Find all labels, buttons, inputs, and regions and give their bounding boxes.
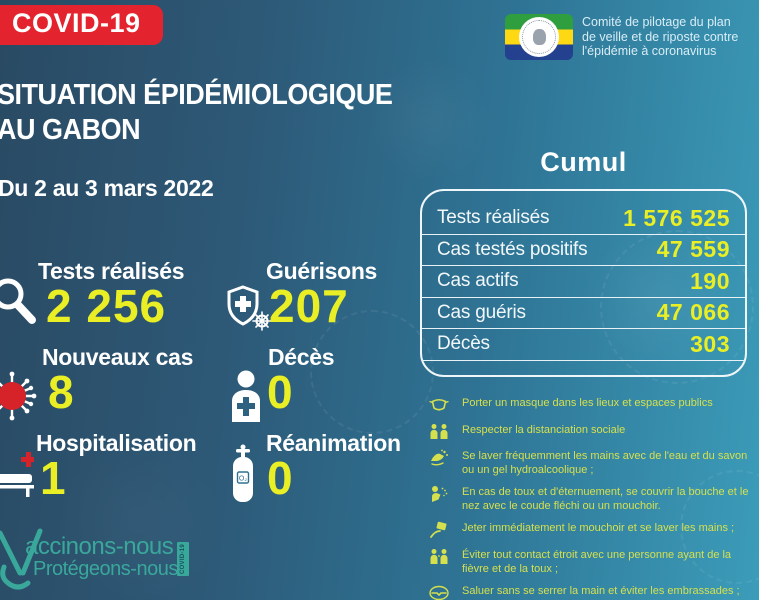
svg-text:O₂: O₂ — [239, 476, 247, 483]
hand-wash-icon — [431, 449, 448, 466]
person-cross-icon — [228, 370, 264, 427]
cumul-title: Cumul — [540, 147, 627, 177]
avoid-contact-icon — [430, 548, 448, 564]
cumul-value: 47 559 — [656, 236, 730, 263]
stat-label-reanimation: Réanimation — [266, 430, 401, 456]
stat-label-tests: Tests réalisés — [38, 258, 185, 284]
recommendation-text: Saluer sans se serrer la main et éviter … — [462, 584, 740, 597]
stat-value-reanimation: 0 — [267, 452, 294, 504]
stat-label-hospitalisation: Hospitalisation — [36, 430, 197, 456]
recommendations-list: Porter un masque dans les lieux et espac… — [429, 396, 759, 600]
cumul-label: Tests réalisés — [437, 207, 550, 229]
cumul-label: Cas testés positifs — [437, 238, 588, 260]
stat-value-nouveaux-cas: 8 — [48, 366, 75, 418]
cumul-row-tests: Tests réalisés 1 576 525 — [422, 203, 745, 235]
stat-value-hospitalisation: 1 — [40, 452, 67, 504]
tissue-icon — [430, 521, 447, 539]
virus-icon — [0, 368, 40, 429]
recommendation-text: Éviter tout contact étroit avec une pers… — [462, 548, 732, 575]
virus-watermark — [600, 230, 754, 384]
mask-icon — [429, 398, 449, 411]
gabon-emblem-icon — [519, 17, 559, 57]
list-item: Saluer sans se serrer la main et éviter … — [429, 584, 759, 600]
victory-hand-icon — [0, 527, 70, 600]
cumul-row-gueris: Cas guéris 47 066 — [422, 298, 745, 329]
campaign-covid-tag-label: COVID-19 — [180, 543, 186, 575]
cumul-value: 47 066 — [656, 299, 730, 326]
stat-label-nouveaux-cas: Nouveaux cas — [42, 344, 194, 370]
committee-line2: de veille et de riposte contre — [582, 29, 739, 44]
list-item: Porter un masque dans les lieux et espac… — [429, 396, 759, 415]
cumul-panel: Tests réalisés 1 576 525 Cas testés posi… — [420, 189, 747, 377]
cumul-value: 303 — [690, 330, 730, 357]
shield-virus-icon — [224, 284, 274, 339]
campaign-line1: accinons-nous — [25, 533, 174, 560]
sneeze-elbow-icon — [432, 486, 448, 503]
recommendation-text: Se laver fréquemment les mains avec de l… — [462, 450, 748, 477]
recommendation-text: Porter un masque dans les lieux et espac… — [462, 397, 713, 409]
campaign-line2: Protégeons-nous — [33, 558, 178, 580]
magnifier-icon — [0, 276, 40, 333]
cumul-label: Cas guéris — [437, 301, 526, 323]
list-item: Jeter immédiatement le mouchoir et se la… — [429, 521, 759, 540]
covid-badge-label: COVID-19 — [12, 8, 141, 38]
stat-label-deces: Décès — [268, 344, 335, 370]
stat-value-tests: 2 256 — [46, 280, 167, 332]
list-item: Se laver fréquemment les mains avec de l… — [429, 449, 759, 478]
cumul-label: Décès — [437, 333, 490, 355]
page-title-line1: SITUATION ÉPIDÉMIOLOGIQUE — [0, 79, 393, 111]
page-title-line2: AU GABON — [0, 113, 141, 146]
covid-badge: COVID-19 — [0, 5, 163, 45]
cumul-value: 190 — [690, 267, 730, 294]
cumul-row-deces: Décès 303 — [422, 329, 745, 361]
campaign-covid-tag: COVID-19 — [177, 542, 189, 576]
cumul-label: Cas actifs — [437, 270, 519, 292]
committee-line1: Comité de pilotage du plan — [582, 15, 731, 30]
cumul-row-actifs: Cas actifs 190 — [422, 266, 745, 298]
committee-block: Comité de pilotage du plan de veille et … — [505, 14, 738, 60]
social-distance-icon — [430, 423, 448, 439]
page-title: SITUATION ÉPIDÉMIOLOGIQUE AU GABON — [0, 78, 393, 148]
recommendation-text: Respecter la distanciation sociale — [462, 423, 626, 436]
committee-text: Comité de pilotage du plan de veille et … — [582, 15, 738, 59]
stat-value-guerisons: 207 — [269, 280, 349, 332]
recommendation-text: En cas de toux et d'éternuement, se couv… — [462, 486, 749, 513]
hospital-bed-icon — [0, 448, 36, 503]
stat-value-deces: 0 — [267, 366, 294, 418]
stat-label-guerisons: Guérisons — [266, 258, 378, 284]
oxygen-tank-icon: O₂ — [229, 444, 257, 509]
list-item: Respecter la distanciation sociale — [429, 423, 759, 442]
gabon-flag-logo — [505, 14, 573, 60]
recommendation-text: Jeter immédiatement le mouchoir et se la… — [462, 522, 735, 535]
no-handshake-icon — [429, 585, 449, 600]
list-item: Éviter tout contact étroit avec une pers… — [429, 548, 759, 577]
report-period: Du 2 au 3 mars 2022 — [0, 175, 214, 201]
list-item: En cas de toux et d'éternuement, se couv… — [429, 485, 759, 514]
cumul-value: 1 576 525 — [623, 204, 730, 231]
committee-line3: l'épidémie à coronavirus — [582, 44, 717, 59]
cumul-row-positifs: Cas testés positifs 47 559 — [422, 235, 745, 266]
